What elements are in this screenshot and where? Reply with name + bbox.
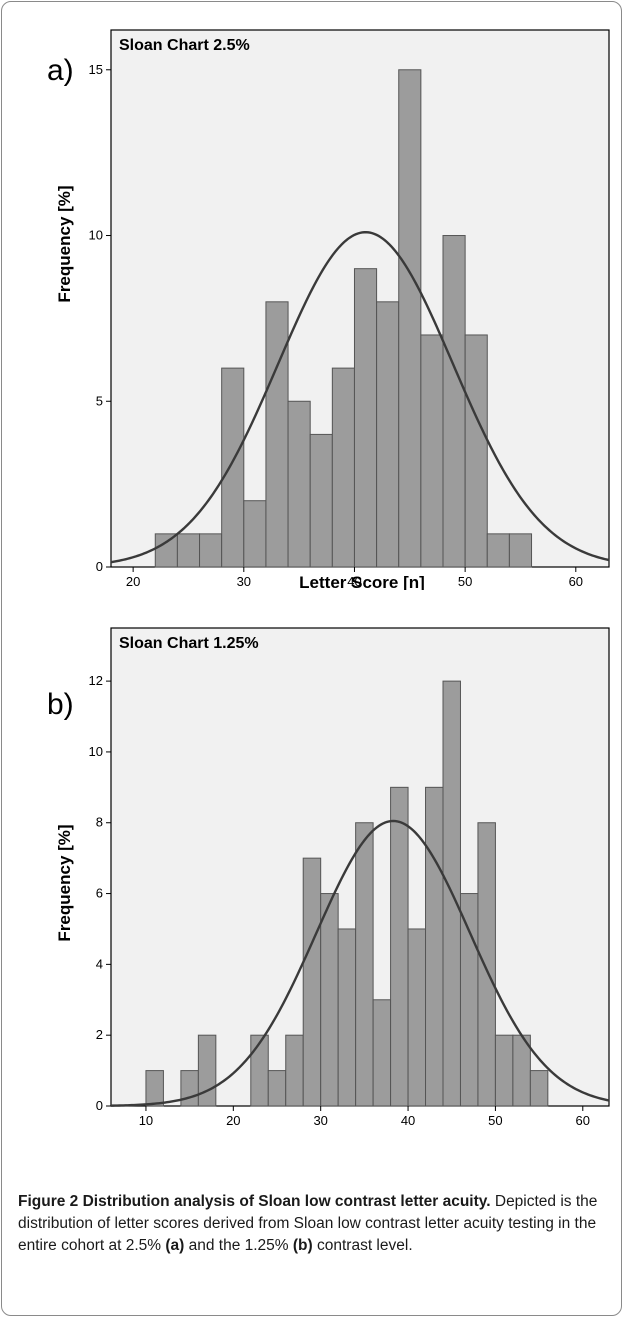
bar-b-3	[250, 1034, 269, 1107]
y-tick-label-a-0: 0	[96, 559, 103, 574]
y-tick-label-b-4: 4	[96, 956, 103, 971]
bar-a-10	[376, 301, 400, 568]
caption-text-3: contrast level.	[312, 1237, 413, 1254]
x-tick-label-b-10: 10	[139, 1113, 153, 1128]
bar-a-6	[287, 400, 311, 568]
bar-b-15	[459, 893, 479, 1107]
y-tick-label-a-5: 5	[96, 393, 103, 408]
x-tick-label-a-60: 60	[569, 574, 583, 589]
bar-a-0	[154, 533, 178, 568]
y-tick-label-b-8: 8	[96, 815, 103, 830]
caption-title: Figure 2 Distribution analysis of Sloan …	[18, 1193, 491, 1210]
bar-b-8	[337, 928, 357, 1107]
bar-b-10	[372, 999, 392, 1107]
x-tick-label-a-50: 50	[458, 574, 472, 589]
plot-area-a: Sloan Chart 2.5% 0 5 10 15 20 30 40 50 60	[89, 29, 610, 589]
bar-b-7	[320, 893, 339, 1107]
bar-b-1	[180, 1070, 199, 1107]
panel-label-b: b)	[47, 688, 74, 721]
bar-a-13	[442, 235, 466, 568]
bar-a-3	[221, 367, 245, 568]
x-axis-label-a: Letter Score [n]	[299, 573, 425, 590]
x-tick-label-a-30: 30	[237, 574, 251, 589]
x-tick-label-b-40: 40	[401, 1113, 415, 1128]
x-tick-label-b-60: 60	[576, 1113, 590, 1128]
bar-b-17	[494, 1034, 514, 1107]
y-tick-label-b-2: 2	[96, 1027, 103, 1042]
bar-a-4	[243, 500, 267, 568]
caption-text-2: and the 1.25%	[184, 1237, 293, 1254]
y-tick-label-b-12: 12	[89, 673, 103, 688]
bar-b-4	[267, 1070, 287, 1107]
x-tick-label-b-20: 20	[226, 1113, 240, 1128]
bar-b-19	[529, 1070, 549, 1107]
y-axis-label-a: Frequency [%]	[55, 185, 74, 302]
x-tick-label-b-30: 30	[313, 1113, 327, 1128]
figure-caption: Figure 2 Distribution analysis of Sloan …	[18, 1191, 608, 1257]
x-tick-label-a-40: 40	[347, 574, 361, 589]
bar-a-8	[331, 367, 355, 568]
bar-b-16	[477, 822, 496, 1107]
y-tick-label-b-10: 10	[89, 744, 103, 759]
bar-b-13	[425, 786, 444, 1107]
chart-title-a: Sloan Chart 2.5%	[119, 37, 250, 54]
bar-a-1	[176, 533, 201, 568]
bar-b-9	[355, 822, 374, 1107]
y-tick-label-a-15: 15	[89, 62, 103, 77]
y-tick-label-b-6: 6	[96, 886, 103, 901]
normal-curve-a	[110, 231, 610, 564]
bar-a-11	[398, 69, 422, 568]
x-tick-label-a-20: 20	[126, 574, 140, 589]
bar-a-15	[486, 533, 510, 568]
bar-a-9	[353, 268, 378, 568]
y-tick-label-a-10: 10	[89, 228, 103, 243]
chart-title-b: Sloan Chart 1.25%	[119, 635, 259, 652]
bar-b-2	[197, 1034, 217, 1107]
bar-a-12	[420, 334, 444, 568]
bar-b-5	[285, 1034, 304, 1107]
bar-b-12	[407, 928, 427, 1107]
histogram-a: a) Sloan Chart 2.5% 0 5 10 15 20 30 40 50 60 Freq…	[47, 29, 610, 590]
normal-curve-b	[110, 819, 610, 1107]
bar-a-14	[464, 334, 488, 568]
y-tick-label-b-0: 0	[96, 1098, 103, 1113]
bar-a-16	[508, 533, 533, 568]
histogram-b: b) Sloan Chart 1.25% 0 2 4 6 8 10 12 10 20 30 40 50 6…	[47, 627, 610, 1128]
y-axis-label-b: Frequency [%]	[55, 824, 74, 941]
bar-b-11	[390, 786, 409, 1107]
bar-a-2	[199, 533, 223, 568]
bar-b-6	[302, 857, 322, 1107]
bar-b-0	[145, 1070, 164, 1107]
bar-a-7	[309, 433, 333, 568]
bar-a-5	[265, 301, 289, 568]
x-tick-label-b-50: 50	[488, 1113, 502, 1128]
caption-ref-a: (a)	[165, 1237, 185, 1254]
caption-text-1: Depicted is the distribution of letter s…	[18, 1193, 598, 1254]
plot-area-b: Sloan Chart 1.25% 0 2 4 6 8 10 12 10 20 30 40 50 60	[89, 627, 610, 1128]
panel-label-a: a)	[47, 54, 74, 87]
caption-ref-b: (b)	[292, 1237, 313, 1254]
